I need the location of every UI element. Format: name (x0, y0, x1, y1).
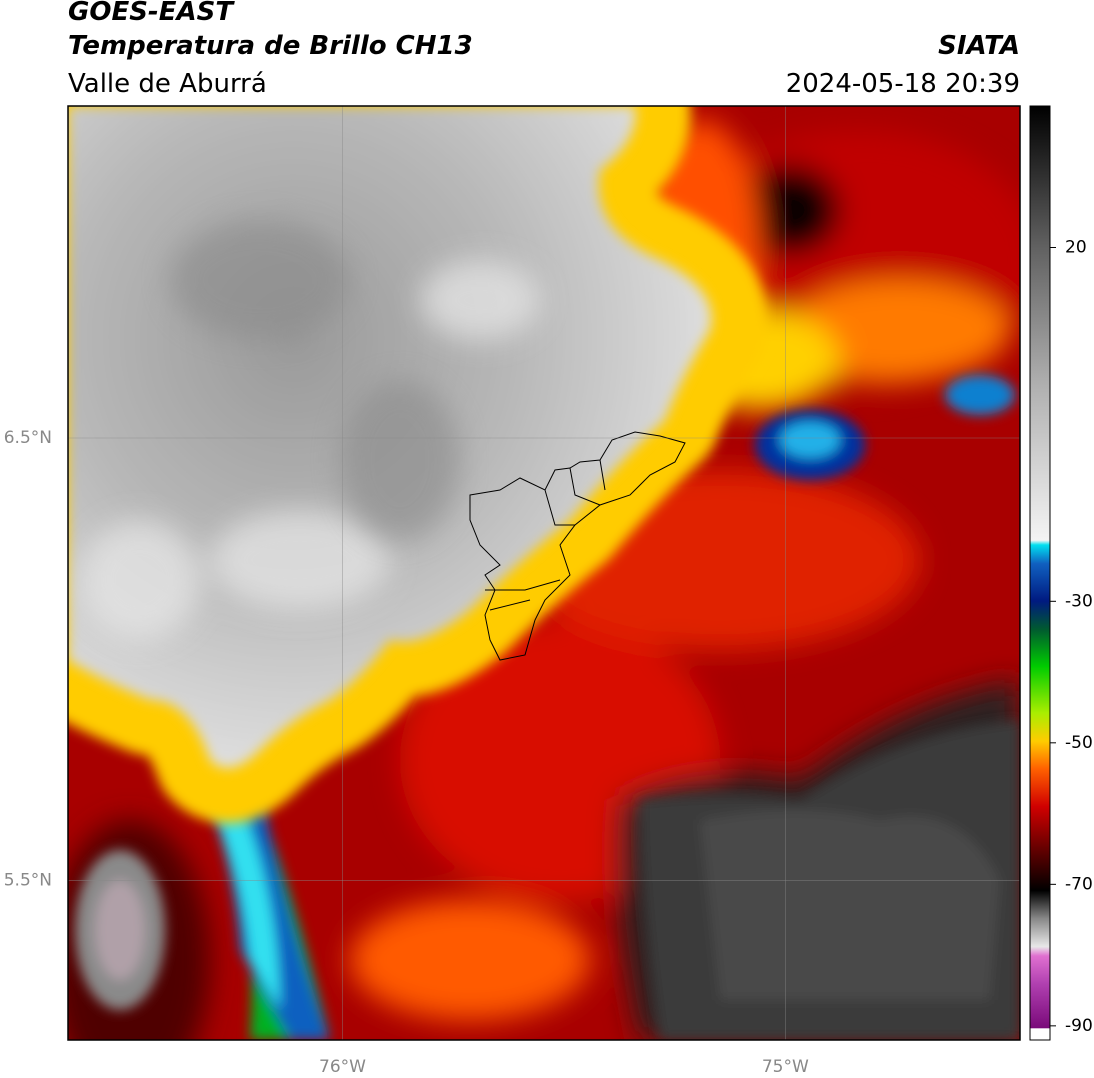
region: Valle de Aburrá (68, 69, 267, 99)
source: SIATA (938, 31, 1020, 61)
title: GOES-EAST (68, 0, 235, 27)
grid: 76°W 75°W 5.5°N 6.5°N (4, 106, 1020, 1077)
x-tick-label: 75°W (762, 1057, 809, 1077)
satellite-image (68, 106, 1020, 1040)
colorbar-tick-label: -30 (1065, 591, 1093, 611)
colorbar-tick-label: -50 (1065, 733, 1093, 753)
datetime: 2024-05-18 20:39 (786, 69, 1020, 99)
x-tick-label: 76°W (319, 1057, 366, 1077)
colorbar-tick-label: -70 (1065, 874, 1093, 894)
subtitle: Temperatura de Brillo CH13 (68, 31, 473, 61)
y-tick-label: 6.5°N (4, 428, 52, 448)
colorbar (1029, 105, 1051, 1041)
colorbar-tick-label: -90 (1065, 1016, 1093, 1036)
y-tick-label: 5.5°N (4, 871, 52, 891)
map-frame (67, 105, 1021, 1041)
colorbar-tick-label: 20 (1065, 238, 1087, 258)
colorbar-ticks: 20 -30 -50 -70 -90 (1050, 238, 1093, 1036)
